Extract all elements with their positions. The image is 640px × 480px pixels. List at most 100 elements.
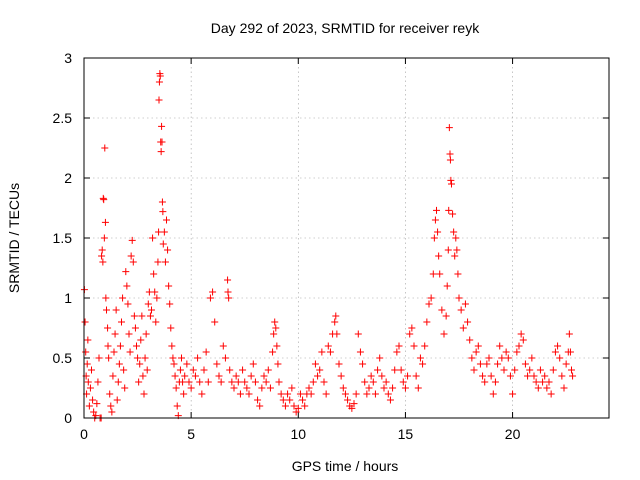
- data-point: [158, 198, 166, 206]
- data-point: [121, 384, 129, 392]
- data-point: [450, 228, 458, 236]
- data-point: [164, 246, 172, 254]
- data-point: [104, 342, 112, 350]
- data-point: [444, 246, 452, 254]
- data-point: [139, 372, 147, 380]
- data-point: [143, 366, 151, 374]
- data-point: [445, 206, 453, 214]
- data-point: [82, 348, 90, 356]
- y-tick-label: 0.5: [53, 350, 73, 366]
- data-point: [169, 354, 177, 362]
- data-point: [498, 354, 506, 362]
- data-point: [489, 390, 497, 398]
- data-point: [541, 372, 549, 380]
- data-point: [474, 342, 482, 350]
- data-point: [111, 330, 119, 338]
- data-point: [198, 390, 206, 398]
- data-point: [324, 342, 332, 350]
- data-point: [519, 336, 527, 344]
- data-point: [206, 294, 214, 302]
- data-point: [470, 366, 478, 374]
- data-point: [89, 396, 97, 404]
- data-point: [487, 372, 495, 380]
- y-tick-label: 3: [64, 50, 72, 66]
- y-tick-label: 1.5: [53, 230, 73, 246]
- data-point: [129, 258, 137, 266]
- data-point: [135, 378, 143, 386]
- data-point: [427, 294, 435, 302]
- data-point: [443, 282, 451, 290]
- data-point: [95, 354, 103, 362]
- data-point: [141, 354, 149, 362]
- data-point: [449, 210, 457, 218]
- data-point: [170, 360, 178, 368]
- data-point: [352, 390, 360, 398]
- data-point: [309, 378, 317, 386]
- data-point: [314, 372, 322, 380]
- data-point: [273, 342, 281, 350]
- data-point: [445, 124, 453, 132]
- data-point: [85, 402, 93, 410]
- data-point: [332, 312, 340, 320]
- data-point: [150, 270, 158, 278]
- data-point: [224, 288, 232, 296]
- data-point: [155, 78, 163, 86]
- axis-ticks: 0 5 10 15 20 0 0.5 1 1.5 2 2.5 3: [53, 50, 609, 442]
- data-point: [114, 378, 122, 386]
- data-point: [502, 348, 510, 356]
- data-point: [279, 396, 287, 404]
- data-point: [232, 372, 240, 380]
- data-point: [524, 372, 532, 380]
- data-point: [356, 348, 364, 356]
- data-point: [429, 270, 437, 278]
- data-point: [187, 384, 195, 392]
- grid-lines: [84, 58, 609, 418]
- data-point: [369, 378, 377, 386]
- data-point: [509, 390, 517, 398]
- plot-area-frame: [83, 57, 610, 419]
- data-point: [200, 366, 208, 374]
- data-point: [569, 372, 577, 380]
- data-point: [496, 342, 504, 350]
- data-point: [461, 300, 469, 308]
- data-point: [119, 294, 127, 302]
- data-point: [88, 366, 95, 374]
- data-point: [258, 384, 266, 392]
- x-tick-label: 0: [80, 426, 88, 442]
- data-point: [221, 354, 229, 362]
- data-point: [305, 384, 313, 392]
- data-point: [172, 384, 180, 392]
- data-point: [149, 234, 157, 242]
- data-point: [243, 384, 251, 392]
- data-point: [168, 342, 176, 350]
- data-point: [479, 372, 487, 380]
- data-point: [532, 378, 540, 386]
- data-point: [136, 360, 144, 368]
- data-point: [500, 366, 508, 374]
- data-point: [196, 378, 204, 386]
- data-point: [262, 378, 270, 386]
- data-point: [446, 156, 454, 164]
- data-point: [414, 384, 422, 392]
- data-point: [296, 390, 304, 398]
- data-point: [288, 384, 296, 392]
- data-point: [401, 384, 409, 392]
- data-point: [459, 324, 467, 332]
- data-point: [266, 384, 274, 392]
- data-point: [348, 404, 356, 412]
- data-points: [80, 70, 577, 422]
- data-point: [565, 330, 573, 338]
- data-point: [181, 372, 189, 380]
- x-tick-label: 5: [187, 426, 195, 442]
- data-point: [137, 336, 145, 344]
- data-point: [213, 360, 221, 368]
- data-point: [476, 360, 484, 368]
- data-point: [176, 366, 184, 374]
- data-point: [104, 324, 112, 332]
- data-point: [271, 318, 279, 326]
- data-point: [183, 360, 191, 368]
- data-point: [83, 360, 91, 368]
- data-point: [483, 360, 491, 368]
- data-point: [241, 378, 249, 386]
- data-point: [110, 348, 118, 356]
